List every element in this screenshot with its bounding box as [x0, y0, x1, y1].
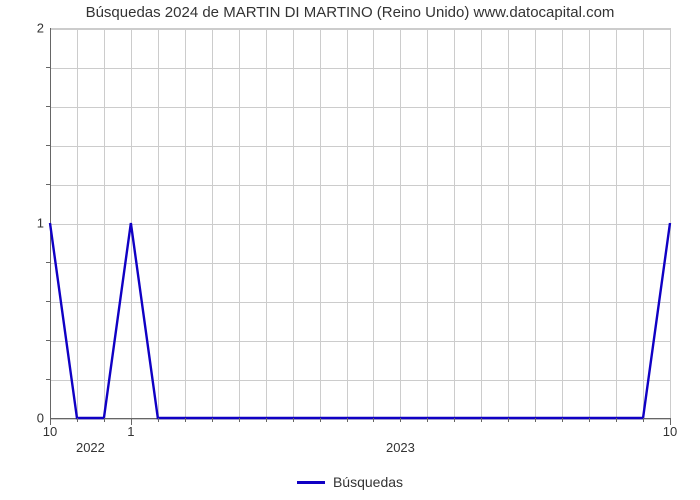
x-year-label: 2023: [386, 440, 415, 455]
legend-item: Búsquedas: [297, 474, 403, 490]
legend-swatch: [297, 481, 325, 484]
chart-container: Búsquedas 2024 de MARTIN DI MARTINO (Rei…: [0, 0, 700, 500]
chart-title: Búsquedas 2024 de MARTIN DI MARTINO (Rei…: [0, 4, 700, 21]
y-tick-label: 2: [0, 21, 44, 36]
x-tick-label: 10: [43, 424, 57, 439]
data-line: [50, 28, 670, 418]
legend: Búsquedas: [0, 471, 700, 491]
legend-label: Búsquedas: [333, 474, 403, 490]
y-tick-label: 0: [0, 411, 44, 426]
y-tick-label: 1: [0, 216, 44, 231]
x-tick-label: 10: [663, 424, 677, 439]
x-tick-label: 1: [127, 424, 134, 439]
x-year-label: 2022: [76, 440, 105, 455]
